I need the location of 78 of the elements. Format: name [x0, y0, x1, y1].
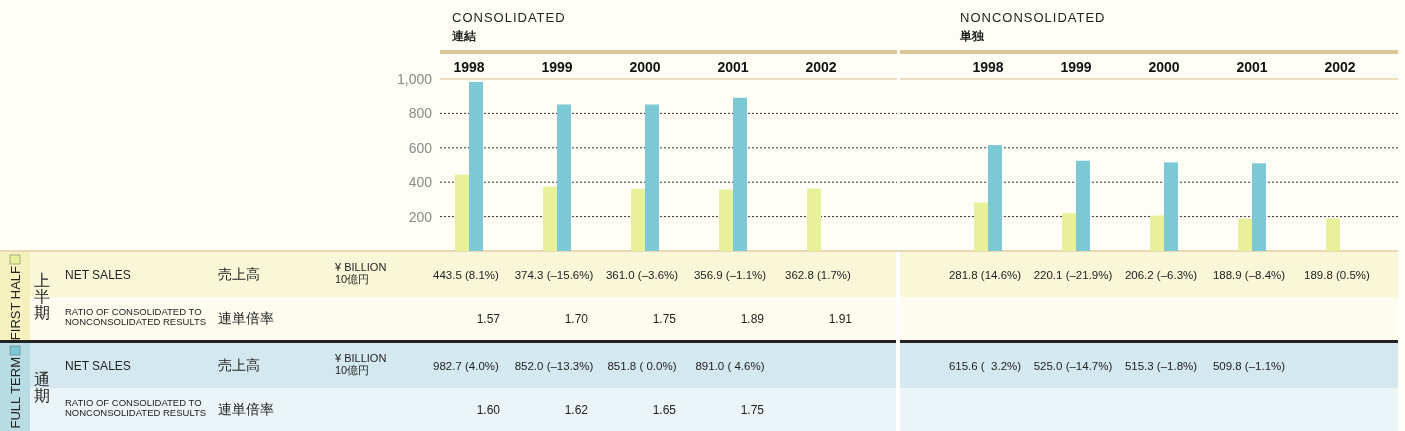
bar: [557, 104, 571, 251]
data-label: 982.7 (4.0%): [433, 360, 500, 372]
text: 1.62: [564, 403, 589, 417]
text: NET SALES: [65, 268, 131, 282]
x-tick-label: 2000: [629, 59, 661, 75]
data-label: 852.0 (–13.3%): [514, 360, 594, 372]
text: 1.60: [476, 403, 501, 417]
bar: [719, 189, 733, 251]
x-tick-label: 1999: [541, 59, 573, 75]
y-tick-label: 200: [408, 208, 433, 225]
data-label: 362.8 (1.7%): [785, 269, 852, 281]
data-label: 851.8 ( 0.0%): [607, 360, 677, 372]
bar: [543, 186, 557, 251]
data-label: 188.9 (–8.4%): [1212, 269, 1286, 281]
text: 通期: [34, 371, 50, 404]
bar: [807, 188, 821, 251]
text: NET SALES: [65, 359, 131, 373]
y-tick-label: 400: [408, 174, 433, 191]
x-tick-label: 1999: [1060, 59, 1092, 75]
text: ¥ BILLION 10億円: [334, 261, 387, 285]
data-label: 525.0 (–14.7%): [1033, 360, 1113, 372]
x-tick-label: 2002: [1324, 59, 1356, 75]
data-label: 615.6 ( 3.2%): [948, 360, 1022, 372]
data-label: 220.1 (–21.9%): [1033, 269, 1113, 281]
data-label: 206.2 (–6.3%): [1124, 269, 1198, 281]
x-tick-label: 2001: [717, 59, 749, 75]
data-label: 356.9 (–1.1%): [693, 269, 767, 281]
legend-label: FULL TERM: [8, 357, 23, 429]
bar: [631, 188, 645, 251]
chart-subtitle: 連結: [451, 29, 476, 43]
legend-label: FIRST HALF: [8, 265, 23, 341]
y-tick-label: 1,000: [396, 71, 433, 87]
text: 1.70: [564, 312, 589, 326]
data-label: 189.8 (0.5%): [1304, 269, 1371, 281]
text: 売上高: [218, 357, 260, 373]
text: 上半期: [34, 272, 50, 321]
bar: [1062, 213, 1076, 251]
bar: [733, 97, 747, 251]
bar: [1238, 218, 1252, 251]
text: RATIO OF CONSOLIDATED TO NONCONSOLIDATED RESULTS: [65, 396, 207, 419]
data-label: 443.5 (8.1%): [433, 269, 500, 281]
bar: [988, 145, 1002, 251]
bar: [645, 104, 659, 251]
x-tick-label: 2000: [1148, 59, 1180, 75]
text: 売上高: [218, 266, 260, 282]
text: 1.65: [652, 403, 677, 417]
bar: [455, 174, 469, 251]
text: 連単倍率: [218, 310, 274, 326]
data-label: 281.8 (14.6%): [948, 269, 1022, 281]
x-tick-label: 1998: [972, 59, 1004, 75]
text: 1.75: [740, 403, 765, 417]
chart-title: CONSOLIDATED: [452, 10, 566, 25]
data-label: 374.3 (–15.6%): [514, 269, 594, 281]
text: 1.89: [740, 312, 765, 326]
y-tick-label: 800: [408, 105, 433, 122]
text: RATIO OF CONSOLIDATED TO NONCONSOLIDATED RESULTS: [65, 305, 207, 328]
bar: [1164, 162, 1178, 251]
data-label: 891.0 ( 4.6%): [695, 360, 765, 372]
text: 1.57: [476, 312, 501, 326]
text: ¥ BILLION 10億円: [334, 352, 387, 376]
x-tick-label: 2001: [1236, 59, 1268, 75]
text: 連単倍率: [218, 401, 274, 417]
x-tick-label: 1998: [453, 59, 485, 75]
bar: [469, 81, 483, 251]
data-label: 361.0 (–3.6%): [605, 269, 679, 281]
data-label: 509.8 (–1.1%): [1212, 360, 1286, 372]
bar: [1150, 215, 1164, 251]
y-tick-label: 600: [408, 139, 433, 156]
bar: [1076, 160, 1090, 251]
bar: [974, 202, 988, 251]
x-tick-label: 2002: [805, 59, 837, 75]
data-label: 515.3 (–1.8%): [1124, 360, 1198, 372]
text: 1.75: [652, 312, 677, 326]
bar: [1252, 163, 1266, 251]
text: 1.91: [828, 312, 853, 326]
chart-title: NONCONSOLIDATED: [960, 10, 1106, 25]
chart-subtitle: 単独: [959, 29, 985, 43]
bar: [1326, 218, 1340, 251]
